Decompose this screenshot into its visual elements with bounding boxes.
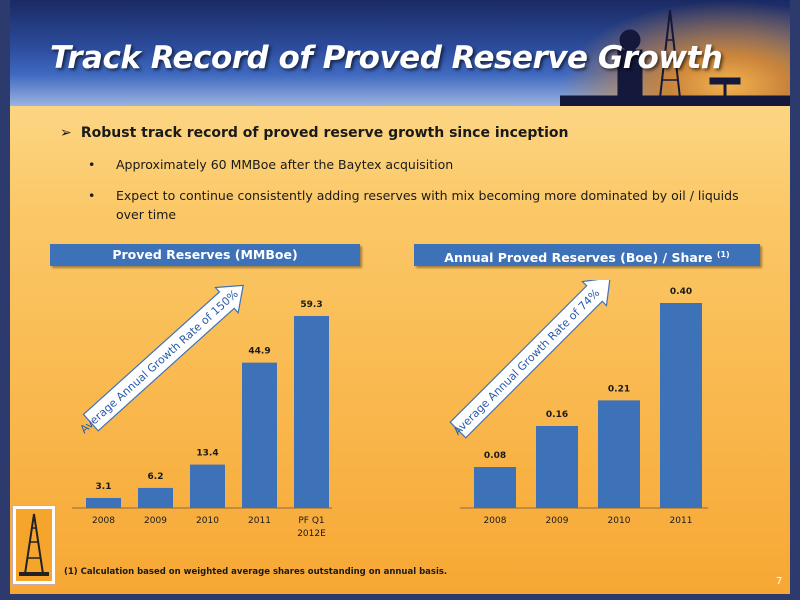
bar xyxy=(86,497,121,508)
bar xyxy=(660,303,702,508)
chart-header-proved-reserves: Proved Reserves (MMBoe) xyxy=(50,244,360,266)
bar xyxy=(138,487,173,508)
data-label: 13.4 xyxy=(196,449,218,459)
arrow-bullet-icon: ➢ xyxy=(60,125,72,141)
company-logo xyxy=(12,505,56,585)
footnote: (1) Calculation based on weighted averag… xyxy=(64,567,448,577)
data-label: 0.40 xyxy=(670,287,692,297)
bar xyxy=(242,362,277,508)
chart-title-superscript: (1) xyxy=(716,250,730,259)
bar xyxy=(190,464,225,508)
arrow-shape xyxy=(82,284,244,432)
oil-rig-illustration xyxy=(560,9,800,106)
category-label: 2011 xyxy=(248,516,271,526)
chart-header-reserves-per-share: Annual Proved Reserves (Boe) / Share (1) xyxy=(414,244,760,266)
title-banner: Track Record of Proved Reserve Growth xyxy=(0,0,800,106)
data-label: 59.3 xyxy=(300,300,322,310)
bar xyxy=(598,400,640,508)
category-label: PF Q1 xyxy=(298,516,324,526)
bullet-dot-icon: • xyxy=(88,188,96,203)
sub-bullet-text: Expect to continue consistently adding r… xyxy=(116,188,739,222)
data-label: 6.2 xyxy=(148,472,164,482)
data-label: 0.16 xyxy=(546,410,568,420)
category-label: 2010 xyxy=(608,516,631,526)
chart-title: Annual Proved Reserves (Boe) / Share xyxy=(444,250,713,266)
page-title: Track Record of Proved Reserve Growth xyxy=(50,40,723,76)
data-label: 44.9 xyxy=(248,347,270,357)
bar xyxy=(474,467,516,508)
main-bullet-text: Robust track record of proved reserve gr… xyxy=(80,125,569,141)
reserves-per-share-chart: 0.0820080.1620090.2120100.402011Average … xyxy=(449,280,708,526)
arrow-shape xyxy=(449,280,611,439)
bar xyxy=(294,316,329,508)
data-label: 0.08 xyxy=(484,451,506,461)
proved-reserves-chart: 3.1 2008 6.2 2009 13.4 2010 44.9 2011 59.3 PF Q1 2… xyxy=(72,284,332,539)
sunset-glow xyxy=(560,0,800,106)
sub-bullet-text: Approximately 60 MMBoe after the Baytex … xyxy=(116,157,454,172)
category-label: 2009 xyxy=(546,516,569,526)
category-label: 2008 xyxy=(484,516,507,526)
page-number: 7 xyxy=(776,576,783,587)
data-label: 0.21 xyxy=(608,384,630,394)
category-label: 2008 xyxy=(92,516,115,526)
derrick-logo-icon xyxy=(16,509,52,581)
data-label: 3.1 xyxy=(96,482,112,492)
category-label: 2011 xyxy=(670,516,693,526)
category-label: 2009 xyxy=(144,516,167,526)
category-label: 2012E xyxy=(297,529,326,539)
main-bullet: ➢ Robust track record of proved reserve … xyxy=(60,125,569,141)
bar xyxy=(536,426,578,508)
bullet-dot-icon: • xyxy=(88,157,96,172)
category-label: 2010 xyxy=(196,516,219,526)
chart-title: Proved Reserves (MMBoe) xyxy=(112,247,298,262)
